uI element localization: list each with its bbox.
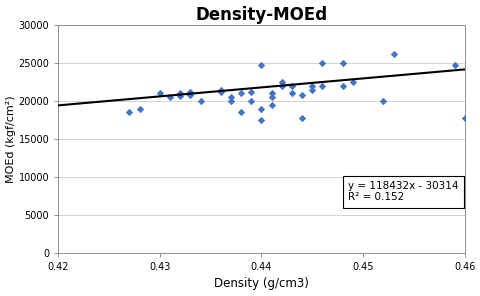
Point: [450, 63, 457, 68]
Point: [135, 106, 143, 111]
Point: [257, 106, 265, 111]
Point: [227, 95, 234, 99]
Point: [227, 99, 234, 103]
Point: [257, 118, 265, 122]
Point: [247, 90, 255, 94]
Point: [176, 93, 184, 98]
Point: [298, 115, 305, 120]
Point: [277, 80, 285, 84]
Point: [156, 91, 163, 96]
Point: [176, 91, 184, 96]
Point: [308, 87, 315, 92]
Point: [298, 93, 305, 97]
Point: [348, 80, 356, 84]
Point: [379, 99, 386, 103]
Title: Density-MOEd: Density-MOEd: [195, 6, 327, 24]
Point: [247, 99, 255, 103]
Point: [267, 91, 275, 96]
Point: [288, 91, 295, 96]
Point: [186, 93, 194, 97]
Point: [186, 90, 194, 94]
Point: [308, 83, 315, 88]
Point: [216, 90, 224, 94]
Point: [288, 83, 295, 88]
Y-axis label: MOEd (kgf/cm²): MOEd (kgf/cm²): [6, 95, 15, 183]
Point: [338, 61, 346, 65]
Point: [196, 99, 204, 103]
Point: [125, 110, 133, 115]
Point: [318, 83, 325, 88]
Point: [216, 87, 224, 92]
Point: [267, 95, 275, 99]
Text: y = 118432x - 30314
R² = 0.152: y = 118432x - 30314 R² = 0.152: [347, 181, 457, 202]
Point: [318, 61, 325, 65]
Point: [389, 52, 396, 56]
Point: [460, 116, 468, 121]
Point: [237, 91, 244, 96]
Point: [257, 62, 265, 67]
Point: [277, 83, 285, 88]
Point: [237, 110, 244, 115]
Point: [267, 102, 275, 107]
X-axis label: Density (g/cm3): Density (g/cm3): [214, 277, 308, 290]
Point: [338, 83, 346, 88]
Point: [166, 95, 173, 99]
